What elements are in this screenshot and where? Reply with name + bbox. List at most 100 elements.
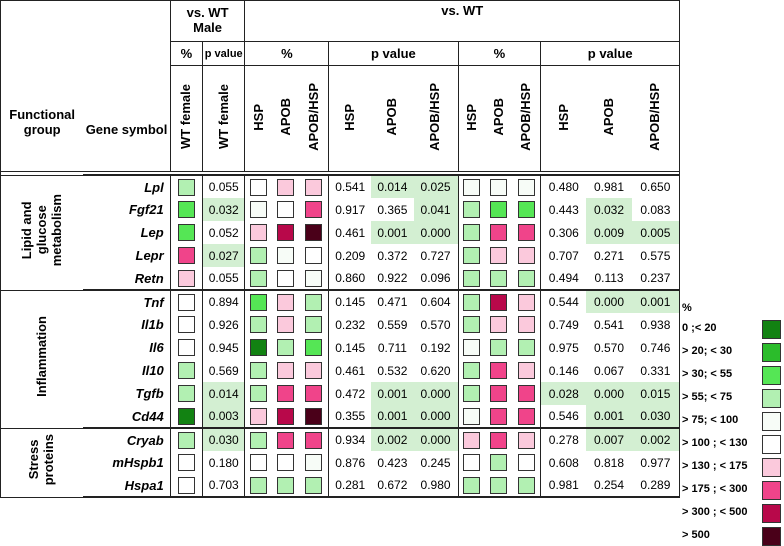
male-hsp-pvalue: 0.306 <box>548 225 579 240</box>
wt-female-pct-swatch <box>177 224 195 241</box>
female-apobhsp-pvalue: 0.192 <box>420 340 451 355</box>
f-apobhsp-pct-col: APOB/HSP <box>299 65 330 172</box>
female-hsp-pct-swatch-cell <box>244 244 273 267</box>
female-apobhsp-pct-swatch <box>305 247 323 264</box>
female-apob-pvalue-cell: 0.471 <box>371 289 414 313</box>
vs-wt-male-header: vs. WT Male <box>169 0 246 42</box>
wt-female-pct-swatch <box>177 178 195 196</box>
female-hsp-pct-swatch-cell <box>244 336 273 359</box>
male-apob-pct-swatch <box>490 247 508 264</box>
female-apobhsp-pvalue-cell: 0.604 <box>413 289 459 313</box>
functional-group-label: Lipid and glucose metabolism <box>0 174 84 291</box>
female-hsp-pct-swatch-cell <box>244 451 273 474</box>
female-apobhsp-pct-swatch <box>305 385 323 402</box>
male-apobhsp-pct-swatch <box>517 385 535 402</box>
male-hsp-pct-swatch <box>463 454 481 471</box>
wt-female-pvalue-cell: 0.030 <box>201 427 246 451</box>
female-hsp-pvalue: 0.145 <box>335 295 366 309</box>
male-hsp-pvalue-cell: 0.146 <box>540 359 587 382</box>
wt-female-pct-swatch <box>177 454 195 471</box>
male-hsp-pvalue-cell: 0.278 <box>540 427 587 451</box>
f-apob-pct-col: APOB <box>272 65 300 172</box>
male-apob-pct-swatch-cell <box>485 289 513 313</box>
male-apobhsp-pct-swatch <box>517 201 535 218</box>
female-hsp-pct-swatch-cell <box>244 427 273 451</box>
male-apobhsp-pvalue: 0.002 <box>640 433 671 447</box>
male-apobhsp-pct-swatch-cell <box>512 427 542 451</box>
wt-pvalue-header: p value <box>201 41 246 66</box>
female-hsp-pvalue-cell: 0.860 <box>328 267 372 291</box>
female-hsp-pct-swatch <box>250 407 268 425</box>
female-hsp-pvalue-cell: 0.281 <box>328 474 372 498</box>
male-apobhsp-pct-swatch-cell <box>512 405 542 429</box>
female-apob-pct-swatch-cell <box>272 405 300 429</box>
wt-female-pvalue: 0.003 <box>208 409 239 423</box>
female-apobhsp-pvalue-cell: 0.245 <box>413 451 459 474</box>
table-row: Retn 0.055 0.860 0.922 0.096 0.494 0.113 0.237 <box>1 267 680 291</box>
legend-label: > 20; < 30 <box>682 345 733 357</box>
male-apob-pct-swatch-cell <box>485 474 513 498</box>
female-apob-pvalue-cell: 0.922 <box>371 267 414 291</box>
wt-female-pvalue-cell: 0.703 <box>201 474 246 498</box>
male-apob-pvalue-cell: 0.113 <box>586 267 632 291</box>
legend-label: > 100 ; < 130 <box>682 437 748 449</box>
male-apob-pvalue: 0.254 <box>594 478 625 492</box>
female-hsp-pct-swatch <box>250 293 268 311</box>
female-apobhsp-pct-swatch <box>305 269 323 287</box>
gene-symbol: Cryab <box>83 427 171 451</box>
female-hsp-pct-swatch <box>250 269 268 287</box>
wt-female-pct-swatch-cell <box>169 289 204 313</box>
female-hsp-pct-swatch <box>250 362 268 379</box>
male-apobhsp-pct-swatch-cell <box>512 289 542 313</box>
wt-female-pct-swatch-cell <box>169 427 204 451</box>
female-apob-pct-swatch-cell <box>272 198 299 221</box>
legend-swatch <box>762 412 781 431</box>
functional-group-line: metabolism <box>48 193 64 267</box>
legend-swatch <box>762 389 781 408</box>
male-hsp-pvalue-cell: 0.975 <box>540 336 587 359</box>
female-apobhsp-pct-swatch <box>305 201 323 218</box>
male-apob-pvalue: 0.009 <box>594 225 625 240</box>
male-hsp-pct-swatch-cell <box>457 267 486 291</box>
male-apob-pvalue: 0.000 <box>594 386 625 401</box>
legend-swatch <box>762 343 781 362</box>
female-apob-pvalue: 0.532 <box>377 363 408 378</box>
wt-female-pvalue: 0.180 <box>208 455 239 470</box>
female-apobhsp-pvalue-cell: 0.025 <box>413 174 459 198</box>
female-apob-pvalue-cell: 0.559 <box>371 313 413 336</box>
female-apob-pvalue: 0.002 <box>377 433 408 447</box>
female-apobhsp-pct-swatch-cell <box>299 289 330 313</box>
female-apob-pct-swatch-cell <box>272 221 299 244</box>
wt-female-pct-swatch-cell <box>169 405 204 429</box>
male-apobhsp-pvalue: 0.331 <box>640 363 671 378</box>
female-apob-pvalue: 0.001 <box>377 409 408 423</box>
female-apobhsp-pvalue: 0.041 <box>420 202 451 217</box>
male-hsp-pvalue-cell: 0.546 <box>540 405 587 429</box>
female-apob-pvalue: 0.423 <box>377 455 408 470</box>
female-pct-header: % <box>244 41 330 66</box>
female-hsp-pct-swatch <box>250 431 268 449</box>
female-apobhsp-pvalue-cell: 0.727 <box>413 244 459 267</box>
female-hsp-pvalue: 0.209 <box>335 248 366 263</box>
female-apobhsp-pvalue-cell: 0.000 <box>413 221 459 244</box>
wt-female-pvalue: 0.014 <box>208 386 239 401</box>
female-apobhsp-pvalue-cell: 0.096 <box>413 267 459 291</box>
female-apobhsp-pvalue: 0.000 <box>420 433 451 447</box>
wt-female-pvalue-cell: 0.569 <box>201 359 246 382</box>
female-hsp-pvalue-cell: 0.541 <box>328 174 372 198</box>
legend-label: > 55; < 75 <box>682 391 733 403</box>
male-hsp-pvalue-cell: 0.544 <box>540 289 587 313</box>
gene-symbol: mHspb1 <box>83 451 171 474</box>
male-apobhsp-pct-swatch <box>517 178 535 196</box>
male-apob-pct-swatch <box>490 385 508 402</box>
male-apobhsp-pvalue-cell: 0.938 <box>631 313 680 336</box>
female-apobhsp-pct-swatch-cell <box>299 451 330 474</box>
gene-symbol: Cd44 <box>83 405 171 429</box>
female-apobhsp-pvalue: 0.000 <box>420 386 451 401</box>
male-hsp-pvalue-cell: 0.707 <box>540 244 587 267</box>
m-apobhsp-p-col: APOB/HSP <box>631 65 680 172</box>
female-hsp-pct-swatch <box>250 247 268 264</box>
f-hsp-p-col: HSP <box>328 65 372 172</box>
female-apobhsp-pct-swatch <box>305 316 323 333</box>
male-hsp-pct-swatch <box>463 293 481 311</box>
